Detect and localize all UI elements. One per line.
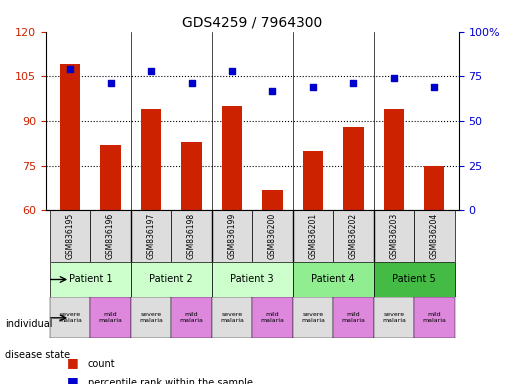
Text: mild
malaria: mild malaria [180, 313, 203, 323]
Text: Patient 2: Patient 2 [149, 275, 193, 285]
FancyBboxPatch shape [50, 297, 90, 338]
Point [268, 88, 277, 94]
FancyBboxPatch shape [212, 210, 252, 262]
Point [147, 68, 155, 74]
FancyBboxPatch shape [212, 262, 293, 297]
Bar [424, 166, 444, 384]
Title: GDS4259 / 7964300: GDS4259 / 7964300 [182, 15, 322, 29]
Text: Patient 3: Patient 3 [230, 275, 274, 285]
FancyBboxPatch shape [374, 262, 455, 297]
Bar [100, 145, 121, 384]
Point [228, 68, 236, 74]
Point [187, 80, 196, 86]
Text: severe
malaria: severe malaria [139, 313, 163, 323]
FancyBboxPatch shape [293, 297, 333, 338]
Point [390, 75, 398, 81]
FancyBboxPatch shape [414, 297, 455, 338]
Text: Patient 1: Patient 1 [68, 275, 112, 285]
Bar [344, 127, 364, 384]
Text: disease state: disease state [5, 350, 70, 360]
Text: mild
malaria: mild malaria [261, 313, 284, 323]
Text: severe
malaria: severe malaria [382, 313, 406, 323]
Point [66, 66, 74, 72]
Text: mild
malaria: mild malaria [422, 313, 447, 323]
FancyBboxPatch shape [252, 297, 293, 338]
FancyBboxPatch shape [333, 297, 374, 338]
Text: GSM836200: GSM836200 [268, 213, 277, 259]
Bar [181, 142, 202, 384]
Bar [60, 65, 80, 384]
Bar [222, 106, 242, 384]
Text: count: count [88, 359, 115, 369]
Text: Patient 5: Patient 5 [392, 275, 436, 285]
FancyBboxPatch shape [171, 210, 212, 262]
Bar [141, 109, 161, 384]
FancyBboxPatch shape [50, 210, 90, 262]
Text: mild
malaria: mild malaria [341, 313, 365, 323]
Text: GSM836204: GSM836204 [430, 213, 439, 259]
Text: individual: individual [5, 319, 53, 329]
Bar [303, 151, 323, 384]
Text: ■: ■ [67, 356, 79, 369]
Bar [384, 109, 404, 384]
Text: severe
malaria: severe malaria [301, 313, 325, 323]
Text: mild
malaria: mild malaria [99, 313, 123, 323]
Point [107, 80, 115, 86]
Text: severe
malaria: severe malaria [58, 313, 82, 323]
Text: GSM836201: GSM836201 [308, 213, 317, 259]
FancyBboxPatch shape [131, 262, 212, 297]
Text: severe
malaria: severe malaria [220, 313, 244, 323]
FancyBboxPatch shape [212, 297, 252, 338]
Text: GSM836199: GSM836199 [228, 213, 236, 259]
FancyBboxPatch shape [293, 262, 374, 297]
Text: GSM836195: GSM836195 [65, 213, 75, 259]
FancyBboxPatch shape [252, 210, 293, 262]
FancyBboxPatch shape [333, 210, 374, 262]
Text: GSM836202: GSM836202 [349, 213, 358, 259]
FancyBboxPatch shape [131, 210, 171, 262]
FancyBboxPatch shape [90, 210, 131, 262]
FancyBboxPatch shape [414, 210, 455, 262]
Text: percentile rank within the sample: percentile rank within the sample [88, 378, 252, 384]
Text: GSM836197: GSM836197 [147, 213, 156, 259]
Bar [262, 190, 283, 384]
Text: GSM836203: GSM836203 [389, 213, 399, 259]
FancyBboxPatch shape [50, 262, 131, 297]
Point [430, 84, 438, 90]
FancyBboxPatch shape [131, 297, 171, 338]
Text: GSM836198: GSM836198 [187, 213, 196, 259]
FancyBboxPatch shape [171, 297, 212, 338]
FancyBboxPatch shape [374, 210, 414, 262]
Point [309, 84, 317, 90]
Text: GSM836196: GSM836196 [106, 213, 115, 259]
Text: ■: ■ [67, 375, 79, 384]
FancyBboxPatch shape [374, 297, 414, 338]
FancyBboxPatch shape [90, 297, 131, 338]
FancyBboxPatch shape [293, 210, 333, 262]
Text: Patient 4: Patient 4 [312, 275, 355, 285]
Point [349, 80, 357, 86]
